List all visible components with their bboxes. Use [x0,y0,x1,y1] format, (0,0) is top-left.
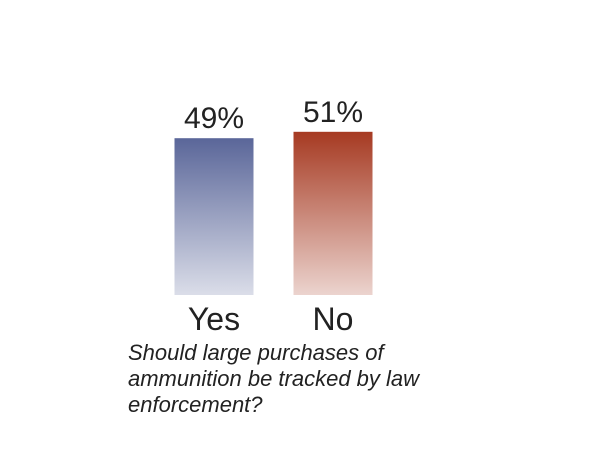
category-label: Yes [188,301,240,337]
bar [293,131,373,295]
value-label: 49% [184,102,244,135]
chart-title: Should large purchases of ammunition be … [128,340,420,417]
bar [174,138,254,295]
value-label: 51% [303,96,363,129]
category-label: No [313,301,354,337]
